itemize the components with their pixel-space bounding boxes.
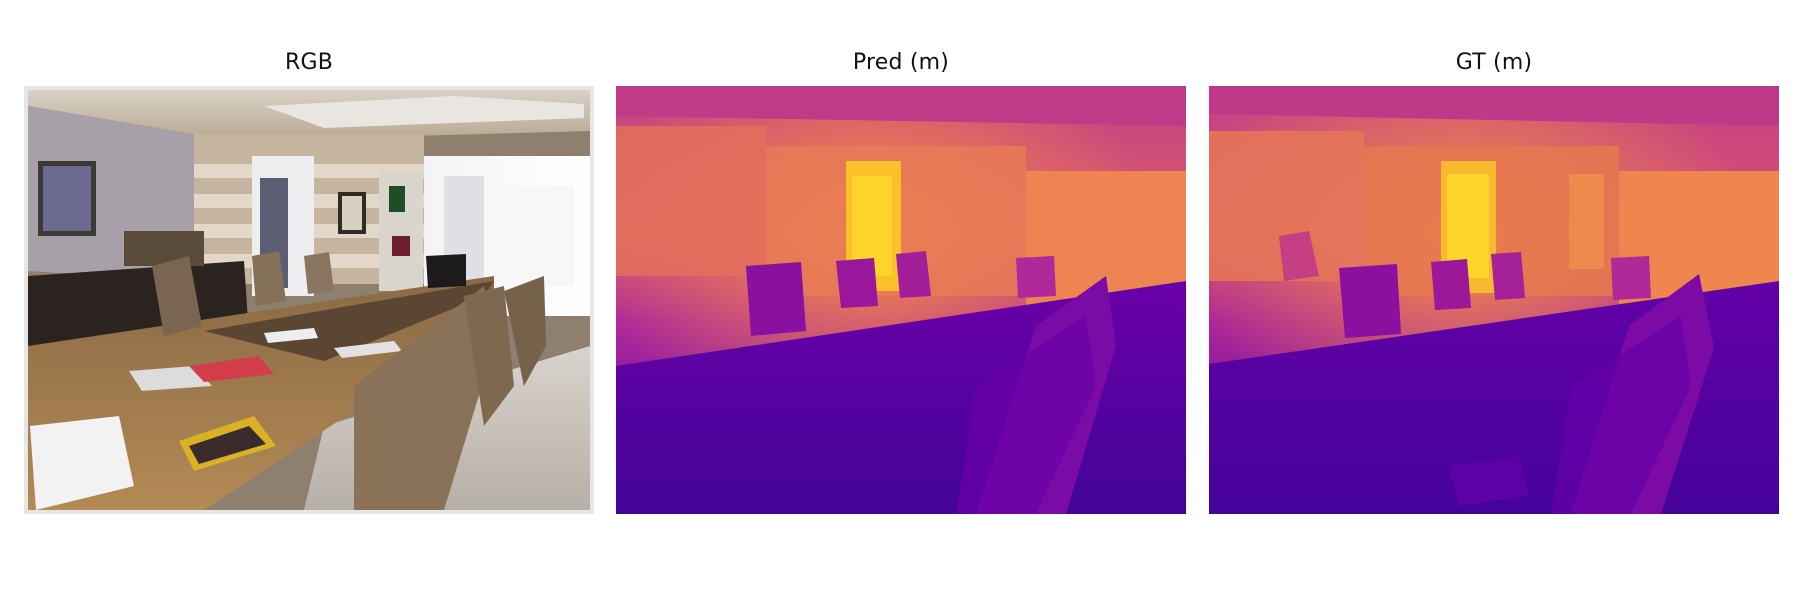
rgb-image: [24, 86, 594, 514]
depth-prediction: [616, 86, 1186, 514]
pred-depth-image: [616, 86, 1186, 514]
depth-ground-truth: [1209, 86, 1779, 514]
rgb-photo: [24, 86, 594, 514]
panel-title-gt: GT (m): [1455, 50, 1533, 75]
panel-title-pred: Pred (m): [852, 50, 950, 75]
gt-depth-image: [1209, 86, 1779, 514]
panel-title-rgb: RGB: [284, 50, 334, 75]
